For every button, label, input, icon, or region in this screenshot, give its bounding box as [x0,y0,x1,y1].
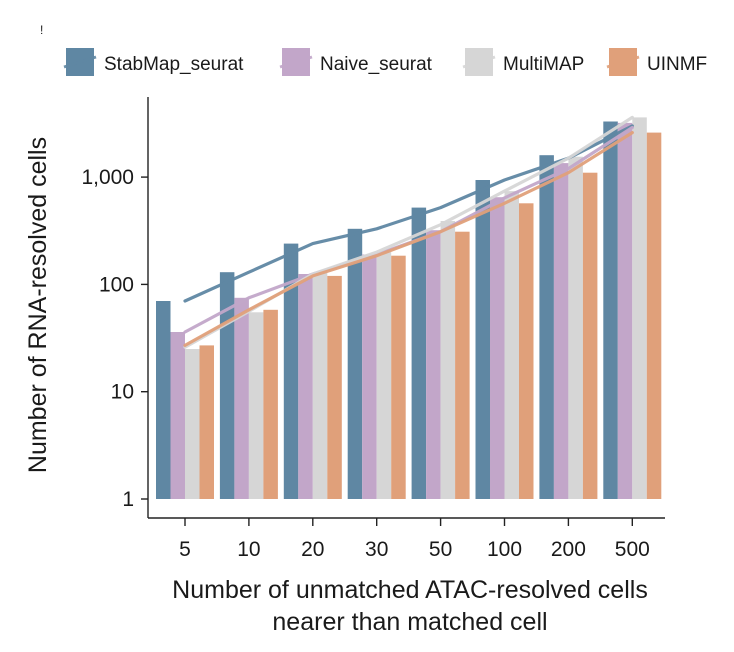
bar-multimap-100 [504,191,519,499]
bar-naive-seurat-50 [426,230,441,499]
plot-area: 1 10 100 1,000 5 10 20 30 50 100 200 500 [81,97,665,561]
bar-uinmf-30 [391,255,406,499]
legend-item-uinmf: UINMF [606,48,707,76]
x-tick-label: 5 [179,538,191,561]
bar-stabmap-seurat-20 [283,243,299,499]
legend-item-stabmap-seurat: StabMap_seurat [63,48,244,76]
y-axis-title: Number of RNA-resolved cells [24,137,52,473]
y-tick-label: 1,000 [81,166,134,189]
x-tick-label: 500 [615,538,650,561]
bar-uinmf-50 [455,231,470,499]
legend-line-sample [462,55,496,69]
bar-stabmap-seurat-200 [539,155,554,499]
axes: 1 10 100 1,000 5 10 20 30 50 100 200 500 [81,97,665,561]
bar-multimap-30 [376,252,392,499]
bar-multimap-500 [632,117,647,500]
legend-line-sample [279,55,313,69]
x-tick-label: 30 [365,538,388,561]
bar-uinmf-100 [519,203,534,500]
legend-item-naive-seurat: Naive_seurat [279,48,433,76]
bar-uinmf-5 [199,345,214,499]
x-tick-label: 100 [487,538,522,561]
bar-stabmap-seurat-30 [347,228,363,500]
trend-line-stabmap-seurat [183,124,634,303]
bar-uinmf-500 [646,132,662,499]
bar-naive-seurat-30 [362,254,377,499]
x-axis-title-line-1: Number of unmatched ATAC-resolved cells [172,576,648,604]
x-tick-label: 10 [237,538,260,561]
bar-naive-seurat-100 [490,197,505,499]
bar-multimap-10 [248,312,264,499]
bar-stabmap-seurat-5 [156,301,171,499]
legend-label: MultiMAP [503,54,584,75]
x-axis-title-line-2: nearer than matched cell [272,608,547,636]
legend-label: Naive_seurat [320,54,433,75]
x-tick-label: 20 [301,538,324,561]
bar-stabmap-seurat-50 [411,207,427,499]
bar-naive-seurat-5 [170,332,185,499]
trend-lines [183,115,634,349]
x-tick-label: 50 [429,538,452,561]
bar-group [156,117,662,500]
bar-naive-seurat-500 [617,122,633,500]
bar-uinmf-10 [263,309,278,499]
bar-naive-seurat-10 [234,297,249,499]
y-tick-label: 10 [111,381,134,404]
bar-multimap-50 [440,221,456,499]
legend-label: StabMap_seurat [104,54,244,75]
bar-multimap-20 [312,272,328,499]
corner-mark: ! [40,23,43,37]
bar-uinmf-20 [327,275,342,499]
x-tick-label: 200 [551,538,586,561]
bar-uinmf-200 [582,172,598,499]
bar-multimap-5 [185,349,200,499]
bar-stabmap-seurat-100 [475,180,490,499]
y-tick-label: 100 [99,273,134,296]
trend-line-uinmf [183,131,634,347]
legend-line-sample [606,55,640,69]
bar-naive-seurat-200 [553,163,569,499]
legend-line-sample [63,55,97,69]
bar-stabmap-seurat-500 [603,121,618,499]
legend-label: UINMF [647,54,707,75]
bar-multimap-200 [568,156,583,499]
legend: StabMap_seurat Naive_seurat MultiMAP UINMF [63,48,707,76]
y-tick-label: 1 [122,488,134,511]
bar-stabmap-seurat-10 [219,272,235,499]
bar-naive-seurat-20 [298,274,313,499]
legend-item-multimap: MultiMAP [462,48,584,76]
